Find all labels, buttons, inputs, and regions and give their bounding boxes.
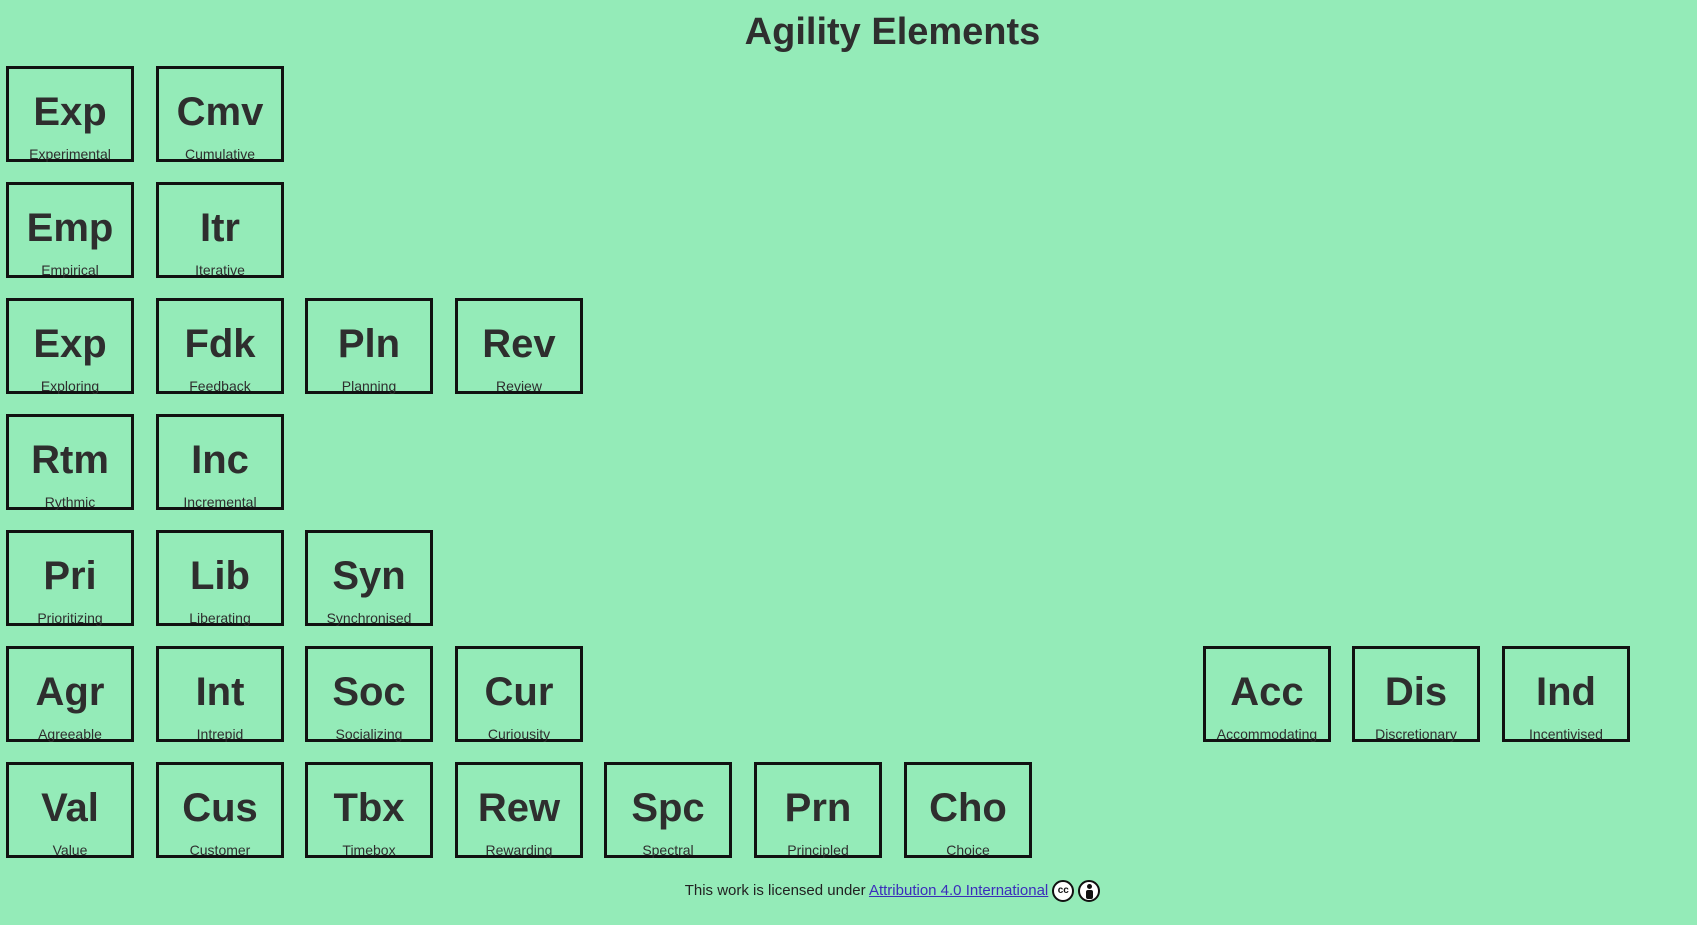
element-tile: Cus Customer [156,762,284,858]
element-tile: Rtm Rythmic [6,414,134,510]
creative-commons-icon: cc [1052,880,1075,902]
element-symbol: Soc [332,670,406,714]
element-tile: Emp Empirical [6,182,134,278]
element-name: Incentivised [1529,726,1603,742]
element-name: Cumulative [184,146,256,162]
element-tile: Prn Principled [754,762,882,858]
element-tile: Acc Accommodating [1203,646,1331,742]
element-tile: Ind Incentivised [1502,646,1630,742]
element-tile: Pri Prioritizing [6,530,134,626]
element-name: Curiousity [487,726,551,742]
element-name: Incremental [183,494,257,510]
element-name: Iterative [195,262,245,278]
element-name: Review [496,378,542,394]
element-symbol: Agr [35,670,105,714]
element-name: Empirical [41,262,99,278]
element-symbol: Cmv [176,90,264,134]
element-name: Value [52,842,88,858]
element-symbol: Exp [33,90,107,134]
element-symbol: Int [195,670,245,714]
element-name: Customer [189,842,251,858]
element-symbol: Acc [1230,670,1304,714]
element-tile: Syn Synchronised [305,530,433,626]
element-symbol: Pri [43,554,97,598]
element-symbol: Syn [332,554,406,598]
element-tile: Inc Incremental [156,414,284,510]
element-symbol: Emp [26,206,114,250]
attribution-icon [1078,880,1101,902]
element-name: Choice [946,842,990,858]
element-tile: Rev Review [455,298,583,394]
element-symbol: Tbx [333,786,405,830]
element-name: Synchronised [326,610,412,626]
element-name: Liberating [189,610,251,626]
element-name: Rythmic [44,494,96,510]
element-tile: Itr Iterative [156,182,284,278]
element-tile: Spc Spectral [604,762,732,858]
element-tile: Rew Rewarding [455,762,583,858]
element-tile: Lib Liberating [156,530,284,626]
element-name: Spectral [642,842,694,858]
element-name: Socializing [335,726,403,742]
element-tile: Soc Socializing [305,646,433,742]
element-tile: Exp Exploring [6,298,134,394]
element-name: Planning [341,378,397,394]
license-footer: This work is licensed under Attribution … [0,880,1697,902]
element-symbol: Spc [631,786,705,830]
element-symbol: Prn [784,786,852,830]
element-tile: Exp Experimental [6,66,134,162]
page-title: Agility Elements [744,11,1041,53]
element-symbol: Val [41,786,99,830]
element-name: Discretionary [1375,726,1457,742]
element-symbol: Rev [482,322,556,366]
element-symbol: Itr [200,206,240,250]
element-tile: Fdk Feedback [156,298,284,394]
element-name: Feedback [189,378,251,394]
element-tile: Val Value [6,762,134,858]
element-tile: Agr Agreeable [6,646,134,742]
element-symbol: Lib [190,554,250,598]
element-symbol: Cus [182,786,258,830]
element-symbol: Rew [477,786,561,830]
element-symbol: Dis [1384,670,1448,714]
element-tile: Tbx Timebox [305,762,433,858]
element-tile: Int Intrepid [156,646,284,742]
element-tile: Dis Discretionary [1352,646,1480,742]
element-name: Exploring [40,378,100,394]
element-name: Agreeable [38,726,102,742]
element-symbol: Cho [929,786,1007,830]
element-name: Timebox [342,842,396,858]
element-name: Experimental [29,146,111,162]
element-name: Accommodating [1216,726,1318,742]
element-tile: Cmv Cumulative [156,66,284,162]
element-symbol: Exp [33,322,107,366]
element-symbol: Fdk [184,322,256,366]
element-name: Rewarding [485,842,553,858]
element-symbol: Rtm [31,438,109,482]
element-tile: Pln Planning [305,298,433,394]
element-symbol: Cur [484,670,554,714]
element-symbol: Ind [1536,670,1596,714]
license-link[interactable]: Attribution 4.0 International [868,881,1049,899]
element-name: Prioritizing [37,610,103,626]
element-symbol: Inc [191,438,249,482]
element-name: Intrepid [196,726,244,742]
element-symbol: Pln [337,322,401,366]
element-tile: Cur Curiousity [455,646,583,742]
element-tile: Cho Choice [904,762,1032,858]
element-name: Principled [787,842,849,858]
license-text: This work is licensed under [684,881,869,899]
